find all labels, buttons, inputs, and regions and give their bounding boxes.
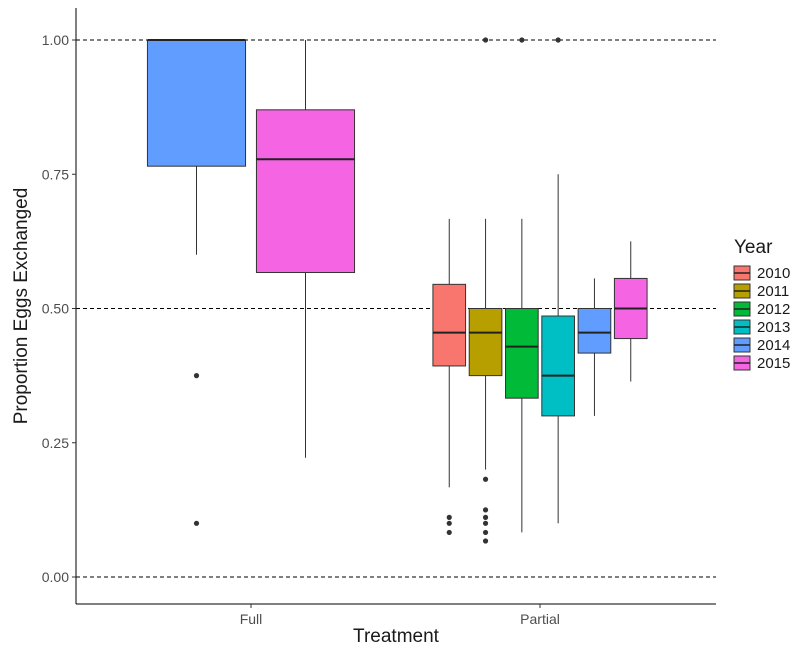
legend-label: 2012 (757, 301, 790, 318)
outlier-point (446, 529, 452, 536)
outlier-point (446, 514, 452, 520)
boxplot-full-2015 (255, 40, 356, 458)
outlier-point (482, 520, 489, 526)
legend-label: 2015 (757, 355, 790, 372)
outlier-point (193, 373, 200, 379)
boxplot-partial-2013 (541, 37, 575, 524)
x-axis-title: Treatment (353, 626, 440, 647)
legend-item-2011: 2011 (733, 283, 789, 300)
x-ticks: Full Partial (240, 604, 560, 627)
box (146, 39, 247, 167)
outlier-point (482, 507, 489, 513)
boxplots (146, 37, 648, 544)
outlier-point (555, 37, 561, 43)
boxplot-partial-2015 (613, 241, 648, 382)
y-tick-label: 0.75 (42, 166, 69, 182)
y-tick-label: 1.00 (42, 32, 69, 48)
legend-item-2012: 2012 (733, 301, 790, 318)
legend-item-2014: 2014 (733, 337, 790, 354)
y-tick-label: 0.00 (42, 569, 69, 585)
box (468, 308, 503, 377)
outlier-point (482, 514, 489, 520)
axes (75, 8, 716, 605)
boxplot-partial-2011 (468, 37, 503, 544)
y-axis-title: Proportion Eggs Exchanged (11, 188, 32, 425)
outlier-point (193, 520, 200, 526)
outlier-point (519, 37, 525, 43)
outlier-point (482, 538, 489, 544)
legend-item-2013: 2013 (733, 319, 790, 336)
legend-label: 2014 (757, 337, 790, 354)
box (255, 109, 356, 274)
boxplot-partial-2010 (432, 218, 467, 536)
boxplot-full-2014 (146, 39, 247, 526)
legend-item-2015: 2015 (733, 355, 790, 372)
box (505, 308, 539, 399)
x-tick-label: Full (240, 611, 263, 627)
outlier-point (482, 476, 489, 482)
box (577, 308, 612, 354)
boxplot-partial-2012 (505, 37, 539, 533)
legend-label: 2013 (757, 319, 790, 336)
legend-label: 2011 (757, 283, 789, 300)
boxplot-partial-2014 (577, 278, 612, 416)
outlier-point (446, 520, 452, 526)
y-ticks: 0.00 0.25 0.50 0.75 1.00 (42, 32, 76, 585)
box (541, 315, 575, 417)
legend-title: Year (734, 237, 773, 258)
legend-label: 2010 (757, 265, 790, 282)
y-tick-label: 0.50 (42, 301, 69, 317)
box (432, 283, 467, 367)
outlier-point (482, 529, 489, 536)
outlier-point (482, 37, 489, 43)
x-tick-label: Partial (520, 611, 560, 627)
legend-item-2010: 2010 (733, 265, 790, 282)
y-tick-label: 0.25 (42, 435, 69, 451)
